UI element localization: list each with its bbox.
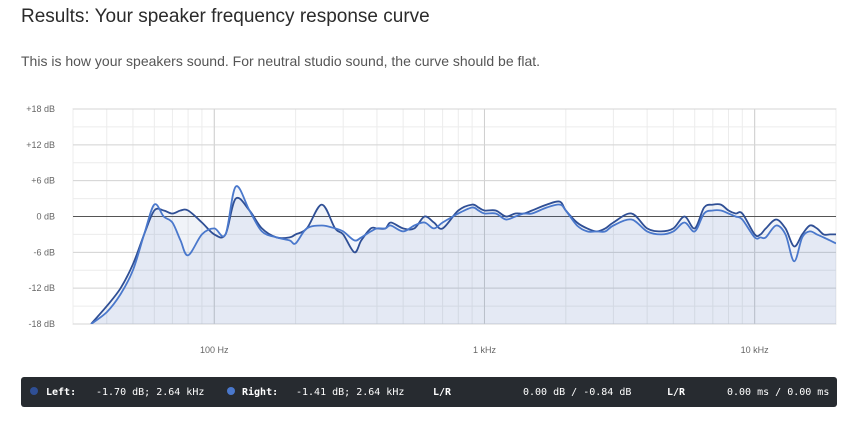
y-tick-label: +6 dB bbox=[31, 176, 55, 186]
right-label: Right: bbox=[242, 387, 279, 398]
status-bar: Left: -1.70 dB; 2.64 kHz Right: -1.41 dB… bbox=[21, 377, 837, 407]
chart-area-fill bbox=[91, 186, 836, 324]
lr-ms-value: 0.00 ms / 0.00 ms bbox=[727, 387, 830, 398]
series-area-left bbox=[91, 197, 836, 324]
x-axis-ticks: 100 Hz 1 kHz 10 kHz bbox=[200, 345, 769, 355]
chart-lines bbox=[90, 185, 836, 324]
right-channel-readout bbox=[227, 387, 235, 398]
y-tick-label: -6 dB bbox=[33, 247, 55, 257]
right-dot-icon bbox=[227, 387, 235, 395]
series-area-right bbox=[91, 186, 836, 324]
y-axis-ticks: +18 dB +12 dB +6 dB 0 dB -6 dB -12 dB -18 dB bbox=[26, 104, 55, 329]
lr-label-1: L/R bbox=[433, 387, 452, 398]
lr-label-2: L/R bbox=[667, 387, 686, 398]
lr-db-value: 0.00 dB / -0.84 dB bbox=[523, 387, 632, 398]
y-tick-label: -18 dB bbox=[28, 319, 55, 329]
left-channel-readout bbox=[30, 387, 38, 398]
left-label: Left: bbox=[46, 387, 77, 398]
x-tick-label: 100 Hz bbox=[200, 345, 229, 355]
frequency-response-chart: +18 dB +12 dB +6 dB 0 dB -6 dB -12 dB -18 dB 1… bbox=[26, 104, 837, 355]
left-dot-icon bbox=[30, 387, 38, 395]
right-value: -1.41 dB; 2.64 kHz bbox=[296, 387, 405, 398]
left-value: -1.70 dB; 2.64 kHz bbox=[96, 387, 205, 398]
x-tick-label: 1 kHz bbox=[473, 345, 497, 355]
page-title: Results: Your speaker frequency response… bbox=[21, 6, 430, 27]
page-subtitle: This is how your speakers sound. For neu… bbox=[21, 53, 541, 69]
x-tick-label: 10 kHz bbox=[741, 345, 770, 355]
chart-grid-major bbox=[73, 108, 836, 325]
y-tick-label: +12 dB bbox=[26, 140, 55, 150]
y-tick-label: -12 dB bbox=[28, 283, 55, 293]
y-tick-label: 0 dB bbox=[36, 212, 55, 222]
y-tick-label: +18 dB bbox=[26, 104, 55, 114]
